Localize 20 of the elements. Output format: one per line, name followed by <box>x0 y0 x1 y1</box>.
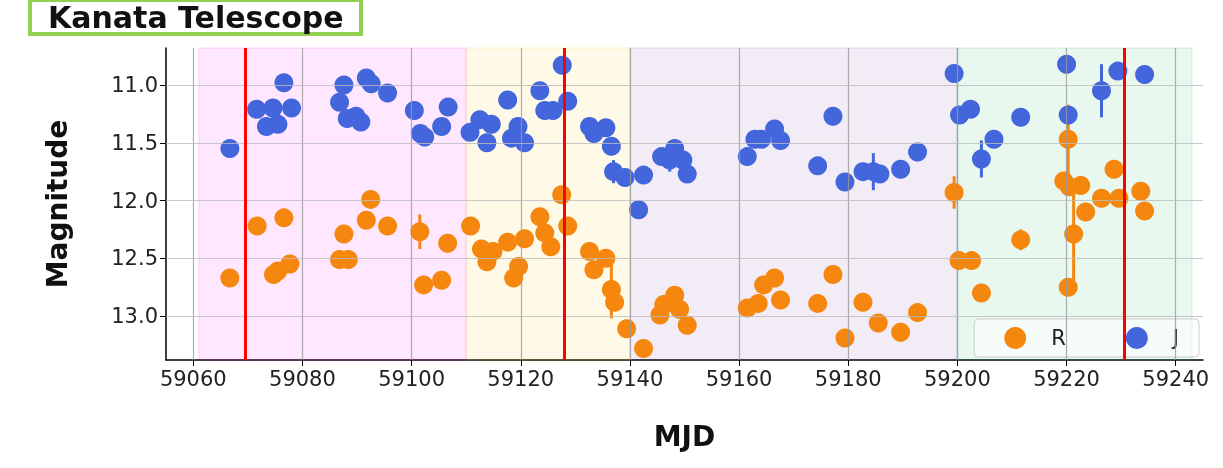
x-tick-label: 59100 <box>378 366 446 391</box>
x-tick-label: 59180 <box>814 366 882 391</box>
x-tick-label: 59120 <box>487 366 555 391</box>
y-tick-label: 12.5 <box>111 246 158 271</box>
x-tick-label: 59200 <box>923 366 991 391</box>
legend-label: J <box>1170 326 1180 350</box>
x-tick-label: 59240 <box>1142 366 1210 391</box>
x-tick-label: 59160 <box>705 366 773 391</box>
x-tick-label: 59080 <box>269 366 336 391</box>
x-tick-label: 59220 <box>1033 366 1100 391</box>
y-tick-label: 13.0 <box>111 304 158 329</box>
x-tick-label: 59060 <box>159 366 227 391</box>
y-tick-label: 11.5 <box>111 130 158 155</box>
x-axis-title: MJD <box>653 419 716 453</box>
y-axis-title: Magnitude <box>40 119 74 289</box>
x-tick-label: 59140 <box>596 366 664 391</box>
chart-title: Kanata Telescope <box>48 0 344 35</box>
y-tick-label: 11.0 <box>111 72 158 97</box>
legend-label: R <box>1051 326 1066 350</box>
y-tick-label: 12.0 <box>111 188 158 213</box>
